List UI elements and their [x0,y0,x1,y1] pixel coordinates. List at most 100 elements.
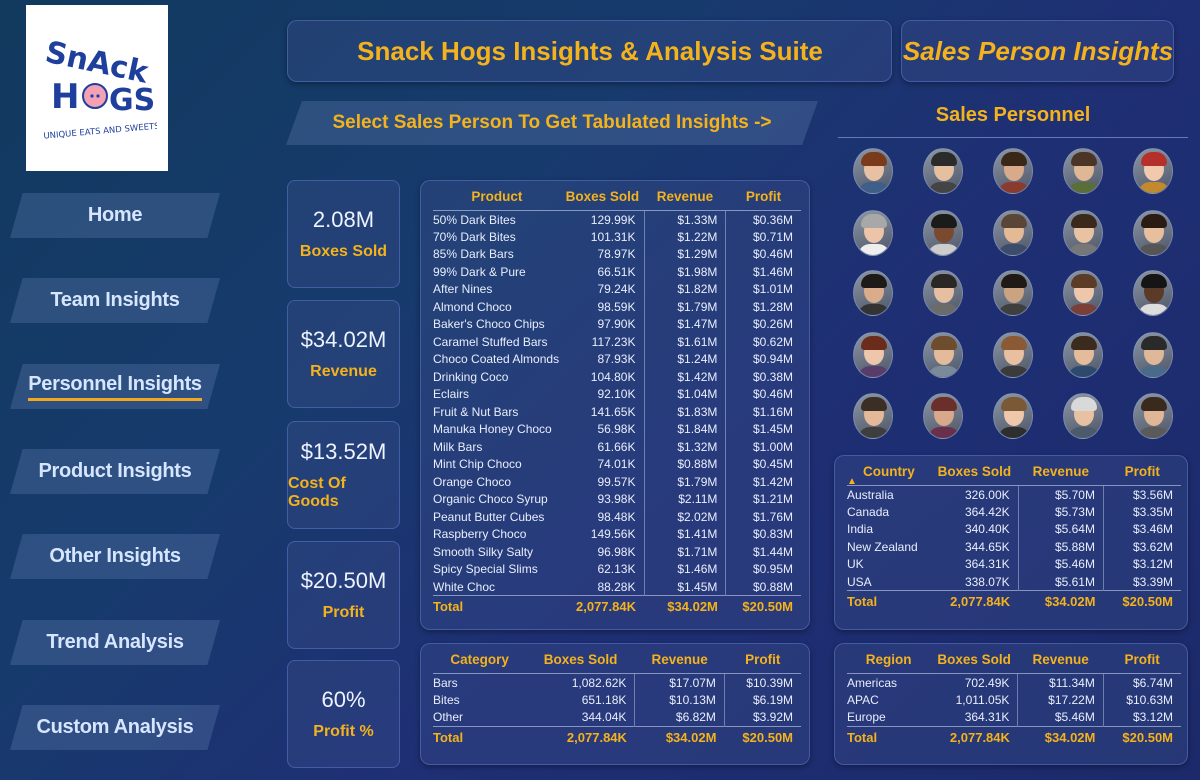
table-cell: 344.04K [526,708,636,726]
table-cell: Organic Choco Syrup [433,492,548,507]
nav-home[interactable]: Home [10,193,220,238]
table-cell: $1.42M [752,474,793,489]
table-row[interactable]: USA 338.07K $5.61M $3.39M [847,573,1181,591]
sales-person-avatar[interactable] [923,210,963,256]
avatar-body [1068,244,1100,255]
table-row[interactable]: Europe 364.31K $5.46M $3.12M [847,708,1181,726]
country-column-header[interactable]: Revenue [1018,464,1104,486]
sales-person-avatar[interactable] [923,270,963,316]
table-row[interactable]: Almond Choco 98.59K $1.79M $1.28M [433,298,801,316]
region-column-header[interactable]: Revenue [1017,652,1104,674]
sales-person-avatar[interactable] [1063,393,1103,439]
table-row[interactable]: Mint Chip Choco 74.01K $0.88M $0.45M [433,455,801,473]
region-column-header[interactable]: Region [847,652,931,674]
table-row[interactable]: 85% Dark Bars 78.97K $1.29M $0.46M [433,245,801,263]
total-cell: $34.02M [644,595,726,618]
table-cell: $0.45M [752,457,793,472]
nav-team-insights[interactable]: Team Insights [10,278,220,323]
total-cell: $34.02M [634,725,725,748]
sales-person-avatar[interactable] [1063,148,1103,194]
table-row[interactable]: Raspberry Choco 149.56K $1.41M $0.83M [433,525,801,543]
country-column-header[interactable]: Country [847,464,931,486]
nav-other-insights[interactable]: Other Insights [10,534,220,579]
table-row[interactable]: Australia 326.00K $5.70M $3.56M [847,485,1181,503]
nav-trend-analysis[interactable]: Trend Analysis [10,620,220,665]
table-row[interactable]: Manuka Honey Choco 56.98K $1.84M $1.45M [433,420,801,438]
table-row[interactable]: Eclairs 92.10K $1.04M $0.46M [433,385,801,403]
table-row[interactable]: Baker's Choco Chips 97.90K $1.47M $0.26M [433,315,801,333]
sales-person-avatar[interactable] [1133,332,1173,378]
avatar-hair [861,274,887,288]
product-column-header[interactable]: Profit [725,189,801,211]
sales-person-avatar[interactable] [1063,270,1103,316]
sales-person-avatar[interactable] [993,270,1033,316]
table-row[interactable]: Peanut Butter Cubes 98.48K $2.02M $1.76M [433,508,801,526]
table-row[interactable]: Spicy Special Slims 62.13K $1.46M $0.95M [433,560,801,578]
product-column-header[interactable]: Product [433,189,561,211]
nav-personnel-insights[interactable]: Personnel Insights [10,364,220,409]
sales-person-avatar[interactable] [1063,332,1103,378]
sales-person-avatar[interactable] [1133,210,1173,256]
category-column-header[interactable]: Boxes Sold [526,652,635,674]
region-column-header[interactable]: Boxes Sold [930,652,1018,674]
avatar-hair [1001,336,1027,350]
table-row[interactable]: Bars 1,082.62K $17.07M $10.39M [433,673,801,691]
table-row[interactable]: 99% Dark & Pure 66.51K $1.98M $1.46M [433,263,801,281]
sales-person-avatar[interactable] [853,148,893,194]
nav-product-insights[interactable]: Product Insights [10,449,220,494]
sales-person-avatar[interactable] [1133,148,1173,194]
table-row[interactable]: Fruit & Nut Bars 141.65K $1.83M $1.16M [433,403,801,421]
table-row[interactable]: 50% Dark Bites 129.99K $1.33M $0.36M [433,210,801,228]
product-column-header[interactable]: Boxes Sold [560,189,644,211]
table-row[interactable]: White Choc 88.28K $1.45M $0.88M [433,578,801,596]
sales-person-avatar[interactable] [1133,270,1173,316]
sales-person-avatar[interactable] [993,332,1033,378]
table-row[interactable]: APAC 1,011.05K $17.22M $10.63M [847,691,1181,709]
product-column-header[interactable]: Revenue [644,189,726,211]
category-column-header[interactable]: Profit [724,652,801,674]
sales-person-avatar[interactable] [923,148,963,194]
table-row[interactable]: Milk Bars 61.66K $1.32M $1.00M [433,438,801,456]
table-row[interactable]: 70% Dark Bites 101.31K $1.22M $0.71M [433,228,801,246]
category-column-header[interactable]: Category [433,652,527,674]
sales-person-avatar[interactable] [853,270,893,316]
avatar-body [858,182,890,193]
sales-person-avatar[interactable] [1063,210,1103,256]
table-row[interactable]: Organic Choco Syrup 93.98K $2.11M $1.21M [433,490,801,508]
table-row[interactable]: New Zealand 344.65K $5.88M $3.62M [847,538,1181,556]
sales-person-avatar[interactable] [853,332,893,378]
sales-person-avatar[interactable] [853,393,893,439]
table-row[interactable]: Smooth Silky Salty 96.98K $1.71M $1.44M [433,543,801,561]
country-column-header[interactable]: Profit [1103,464,1181,486]
nav-custom-analysis[interactable]: Custom Analysis [10,705,220,750]
avatar-body [858,366,890,377]
sort-ascending-icon[interactable]: ▲ [847,476,857,487]
table-row[interactable]: Other 344.04K $6.82M $3.92M [433,708,801,726]
select-sales-person-banner: Select Sales Person To Get Tabulated Ins… [286,101,818,145]
table-row[interactable]: Choco Coated Almonds 87.93K $1.24M $0.94M [433,350,801,368]
sales-person-avatar[interactable] [853,210,893,256]
table-cell: $1.41M [644,525,727,543]
table-row[interactable]: Canada 364.42K $5.73M $3.35M [847,503,1181,521]
country-table-panel: ▲ Country Boxes Sold Revenue Profit Austral… [834,455,1188,630]
table-row[interactable]: India 340.40K $5.64M $3.46M [847,520,1181,538]
category-column-header[interactable]: Revenue [634,652,725,674]
table-row[interactable]: UK 364.31K $5.46M $3.12M [847,555,1181,573]
table-row[interactable]: Orange Choco 99.57K $1.79M $1.42M [433,473,801,491]
table-row[interactable]: Drinking Coco 104.80K $1.42M $0.38M [433,368,801,386]
country-column-header[interactable]: Boxes Sold [930,464,1019,486]
region-column-header[interactable]: Profit [1103,652,1181,674]
sales-person-avatar[interactable] [993,393,1033,439]
category-table: Category Boxes Sold Revenue Profit Bars 1,08… [433,652,801,748]
sales-person-avatar[interactable] [923,332,963,378]
table-cell: $5.46M [1017,708,1104,726]
table-row[interactable]: Caramel Stuffed Bars 117.23K $1.61M $0.62M [433,333,801,351]
table-row[interactable]: After Nines 79.24K $1.82M $1.01M [433,280,801,298]
sales-person-avatar[interactable] [993,210,1033,256]
table-cell: Peanut Butter Cubes [433,509,545,524]
sales-person-avatar[interactable] [993,148,1033,194]
table-row[interactable]: Bites 651.18K $10.13M $6.19M [433,691,801,709]
sales-person-avatar[interactable] [923,393,963,439]
sales-person-avatar[interactable] [1133,393,1173,439]
table-row[interactable]: Americas 702.49K $11.34M $6.74M [847,673,1181,691]
